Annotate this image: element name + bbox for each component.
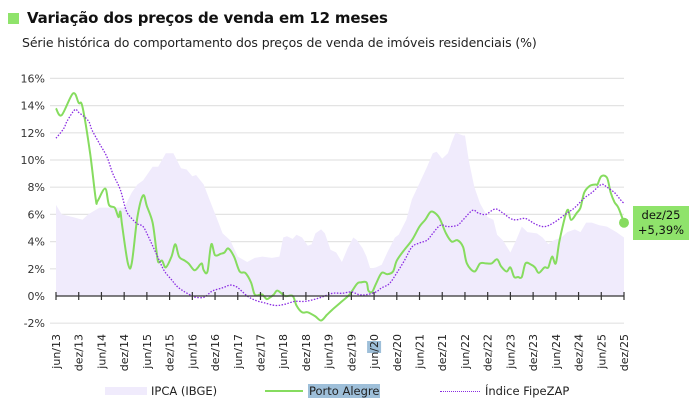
porto-alegre-line [55, 92, 625, 322]
x-tick-label: dez/16 [209, 334, 222, 371]
ipca-area-series [56, 132, 624, 296]
x-tick-label: dez/15 [164, 334, 177, 371]
legend-item-ipca[interactable]: IPCA (IBGE) [105, 384, 217, 398]
x-tick-label: dez/17 [254, 334, 267, 371]
x-tick-label: jun/21 [414, 334, 427, 370]
x-tick-label: dez/25 [618, 334, 631, 371]
x-tick-label: jun/19 [323, 334, 336, 370]
legend-label: IPCA (IBGE) [151, 384, 218, 398]
x-axis [55, 292, 625, 300]
y-tick-label: -2% [24, 317, 45, 330]
end-point-marker [619, 217, 629, 228]
x-axis-tick-labels: jun/13 dez/13 jun/14 dez/14 jun/15 dez/15 jun/… [50, 334, 631, 371]
end-value-label: dez/25 +5,39% [633, 206, 689, 240]
x-tick-label: dez/13 [73, 334, 86, 371]
x-tick-label: jun/22 [459, 334, 472, 370]
x-tick-label: jun/24 [550, 334, 563, 370]
y-tick-label: 4% [28, 236, 45, 249]
legend-swatch-area-icon [105, 387, 147, 395]
x-tick-label: dez/24 [573, 334, 586, 371]
x-tick-label: jun/25 [595, 334, 608, 370]
end-label-date: dez/25 [641, 208, 681, 222]
y-tick-label: 2% [28, 263, 45, 276]
title-row: Variação dos preços de venda em 12 meses [8, 9, 388, 27]
x-tick-label: dez/22 [482, 334, 495, 371]
legend: IPCA (IBGE) Porto Alegre Índice FipeZAP [0, 384, 695, 402]
title-square-icon [8, 12, 19, 24]
x-tick-label: jun/20 [368, 334, 381, 370]
x-tick-label: dez/20 [391, 334, 404, 371]
legend-label: Índice FipeZAP [485, 384, 570, 398]
line-series [55, 92, 625, 322]
y-tick-label: 6% [28, 208, 45, 221]
y-axis-tick-labels: -2% 0% 2% 4% 6% 8% 10% 12% 14% 16% [21, 72, 45, 330]
y-tick-label: 10% [21, 154, 45, 167]
x-tick-label: dez/19 [345, 334, 358, 371]
y-tick-label: 14% [21, 100, 45, 113]
end-label-value: +5,39% [637, 223, 685, 237]
x-tick-label: dez/21 [436, 334, 449, 371]
chart-title: Variação dos preços de venda em 12 meses [27, 9, 388, 27]
x-tick-label: jun/17 [232, 334, 245, 370]
legend-item-fipezap[interactable]: Índice FipeZAP [440, 384, 569, 398]
x-tick-label: jun/18 [277, 334, 290, 370]
x-tick-label: dez/18 [300, 334, 313, 371]
y-tick-label: 12% [21, 127, 45, 140]
x-tick-label: jun/15 [141, 334, 154, 370]
legend-swatch-dotted-icon [440, 390, 480, 392]
legend-label: Porto Alegre [308, 384, 381, 398]
y-tick-label: 16% [21, 72, 45, 85]
x-tick-label: jun/14 [95, 334, 108, 370]
x-tick-label: jun/23 [504, 334, 517, 370]
x-tick-label: dez/14 [118, 334, 131, 371]
x-tick-label: jun/16 [186, 334, 199, 370]
fipezap-line [55, 108, 625, 307]
x-tick-label: jun/13 [50, 334, 63, 370]
y-tick-label: 8% [28, 181, 45, 194]
legend-swatch-line-icon [265, 390, 303, 392]
x-tick-highlight [367, 341, 382, 353]
chart-subtitle: Série histórica do comportamento dos pre… [22, 35, 537, 50]
ipca-area [56, 132, 624, 296]
end-marker [619, 217, 629, 228]
x-tick-label: dez/23 [527, 334, 540, 371]
y-tick-label: 0% [28, 290, 45, 303]
legend-item-porto-alegre[interactable]: Porto Alegre [265, 384, 381, 398]
